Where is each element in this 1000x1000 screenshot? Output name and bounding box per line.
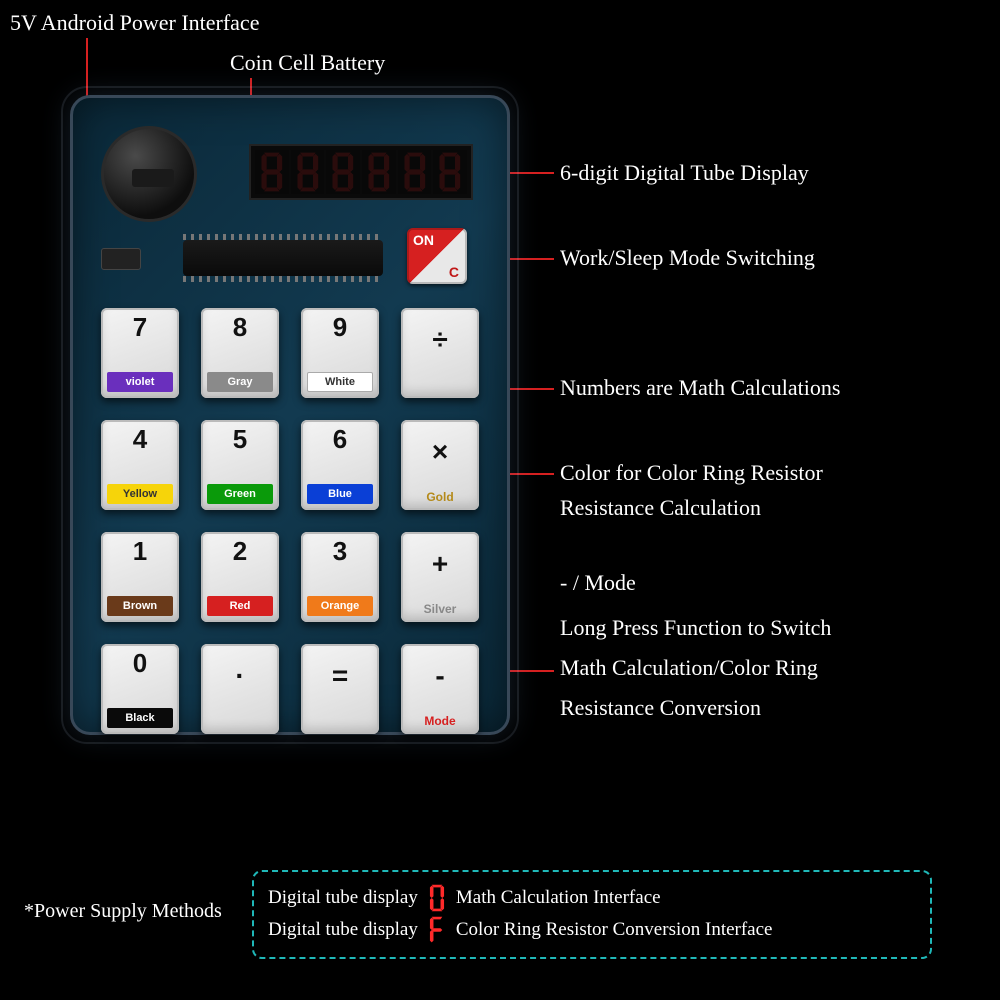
color-band-label: Gray bbox=[207, 372, 273, 392]
digit bbox=[398, 150, 432, 194]
key-plus[interactable]: + Silver bbox=[401, 532, 479, 622]
power-port-icon bbox=[101, 248, 141, 270]
seven-segment-display bbox=[249, 144, 473, 200]
color-band-label: Yellow bbox=[107, 484, 173, 504]
key-sublabel: Mode bbox=[424, 714, 455, 728]
key-number: 2 bbox=[233, 538, 247, 564]
digit bbox=[433, 150, 467, 194]
digit bbox=[291, 150, 325, 194]
color-band-label: violet bbox=[107, 372, 173, 392]
key-minus[interactable]: - Mode bbox=[401, 644, 479, 734]
key-symbol: × bbox=[432, 436, 448, 468]
key-3[interactable]: 3 Orange bbox=[301, 532, 379, 622]
legend-row: Digital tube display Math Calculation In… bbox=[268, 882, 916, 914]
key-number: 0 bbox=[133, 650, 147, 676]
on-label: ON bbox=[413, 232, 434, 248]
key-number: 8 bbox=[233, 314, 247, 340]
legend-text: Digital tube display bbox=[268, 914, 418, 946]
key-symbol: - bbox=[435, 660, 444, 692]
segment-r-icon bbox=[426, 915, 448, 945]
digit bbox=[362, 150, 396, 194]
c-label: C bbox=[449, 264, 459, 280]
key-number: 1 bbox=[133, 538, 147, 564]
key-8[interactable]: 8 Gray bbox=[201, 308, 279, 398]
legend-text: Math Calculation Interface bbox=[456, 882, 661, 914]
key-symbol: · bbox=[235, 660, 244, 692]
mcu-chip-icon bbox=[183, 240, 383, 276]
on-c-button[interactable]: ON C bbox=[407, 228, 467, 284]
key-symbol: + bbox=[432, 548, 448, 580]
digit bbox=[255, 150, 289, 194]
label-numbers: Numbers are Math Calculations bbox=[560, 375, 840, 401]
color-band-label: Red bbox=[207, 596, 273, 616]
key-5[interactable]: 5 Green bbox=[201, 420, 279, 510]
label-coin: Coin Cell Battery bbox=[230, 50, 385, 76]
key-9[interactable]: 9 White bbox=[301, 308, 379, 398]
key-sublabel: Silver bbox=[424, 602, 457, 616]
legend-text: Color Ring Resistor Conversion Interface bbox=[456, 914, 773, 946]
legend-text: Digital tube display bbox=[268, 882, 418, 914]
key-0[interactable]: 0 Black bbox=[101, 644, 179, 734]
label-mode-l2: Math Calculation/Color Ring bbox=[560, 655, 818, 681]
key-number: 3 bbox=[333, 538, 347, 564]
footnote-power-supply: *Power Supply Methods bbox=[24, 900, 222, 923]
segment-0-icon bbox=[426, 883, 448, 913]
label-display: 6-digit Digital Tube Display bbox=[560, 160, 809, 186]
key-dot[interactable]: · bbox=[201, 644, 279, 734]
legend-row: Digital tube display Color Ring Resistor… bbox=[268, 914, 916, 946]
color-band-label: Blue bbox=[307, 484, 373, 504]
label-onc: Work/Sleep Mode Switching bbox=[560, 245, 815, 271]
color-band-label: Green bbox=[207, 484, 273, 504]
key-mul[interactable]: × Gold bbox=[401, 420, 479, 510]
key-number: 9 bbox=[333, 314, 347, 340]
label-mode-header: - / Mode bbox=[560, 570, 636, 596]
key-sublabel: Gold bbox=[426, 490, 453, 504]
keypad: 7 violet 8 Gray 9 White ÷ 4 Yellow 5 Green 6 Blue × Go… bbox=[101, 308, 479, 734]
key-number: 4 bbox=[133, 426, 147, 452]
label-colorring-1: Color for Color Ring Resistor bbox=[560, 460, 823, 486]
key-symbol: ÷ bbox=[432, 324, 447, 356]
key-7[interactable]: 7 violet bbox=[101, 308, 179, 398]
label-power: 5V Android Power Interface bbox=[10, 10, 259, 36]
key-number: 7 bbox=[133, 314, 147, 340]
key-number: 6 bbox=[333, 426, 347, 452]
color-band-label: Orange bbox=[307, 596, 373, 616]
calculator-device: ON C 7 violet 8 Gray 9 White ÷ 4 Yellow 5 Green 6 Bl… bbox=[70, 95, 510, 735]
key-1[interactable]: 1 Brown bbox=[101, 532, 179, 622]
key-number: 5 bbox=[233, 426, 247, 452]
key-6[interactable]: 6 Blue bbox=[301, 420, 379, 510]
key-eq[interactable]: = bbox=[301, 644, 379, 734]
key-div[interactable]: ÷ bbox=[401, 308, 479, 398]
key-2[interactable]: 2 Red bbox=[201, 532, 279, 622]
label-mode-l3: Resistance Conversion bbox=[560, 695, 761, 721]
key-4[interactable]: 4 Yellow bbox=[101, 420, 179, 510]
color-band-label: Brown bbox=[107, 596, 173, 616]
color-band-label: White bbox=[307, 372, 373, 392]
digit bbox=[326, 150, 360, 194]
label-mode-l1: Long Press Function to Switch bbox=[560, 615, 831, 641]
color-band-label: Black bbox=[107, 708, 173, 728]
label-colorring-2: Resistance Calculation bbox=[560, 495, 761, 521]
key-symbol: = bbox=[332, 660, 348, 692]
legend-box: Digital tube display Math Calculation In… bbox=[252, 870, 932, 959]
coin-cell-icon bbox=[101, 126, 197, 222]
